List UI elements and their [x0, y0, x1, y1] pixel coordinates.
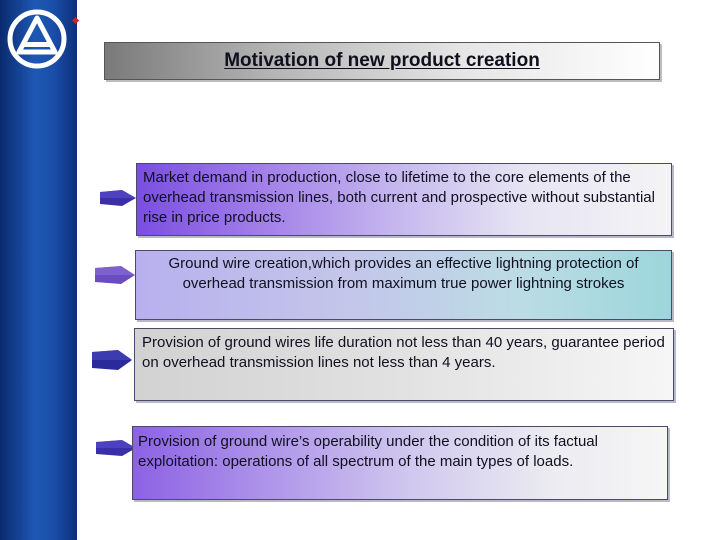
point-box-operability: Provision of ground wire’s operability u…: [132, 426, 668, 500]
point-text: Market demand in production, close to li…: [143, 169, 655, 226]
point-text: Ground wire creation,which provides an e…: [168, 255, 639, 292]
point-box-market-demand: Market demand in production, close to li…: [136, 163, 672, 236]
point-text: Provision of ground wires life duration …: [142, 334, 665, 371]
title-box: Motivation of new product creation: [104, 42, 660, 80]
slide-title: Motivation of new product creation: [224, 50, 540, 71]
point-box-ground-wire-creation: Ground wire creation,which provides an e…: [135, 250, 672, 320]
triangle-in-circle-logo-icon: [7, 9, 67, 69]
point-text: Provision of ground wire’s operability u…: [138, 433, 598, 470]
point-box-life-duration: Provision of ground wires life duration …: [134, 328, 674, 401]
side-band: [0, 0, 77, 540]
